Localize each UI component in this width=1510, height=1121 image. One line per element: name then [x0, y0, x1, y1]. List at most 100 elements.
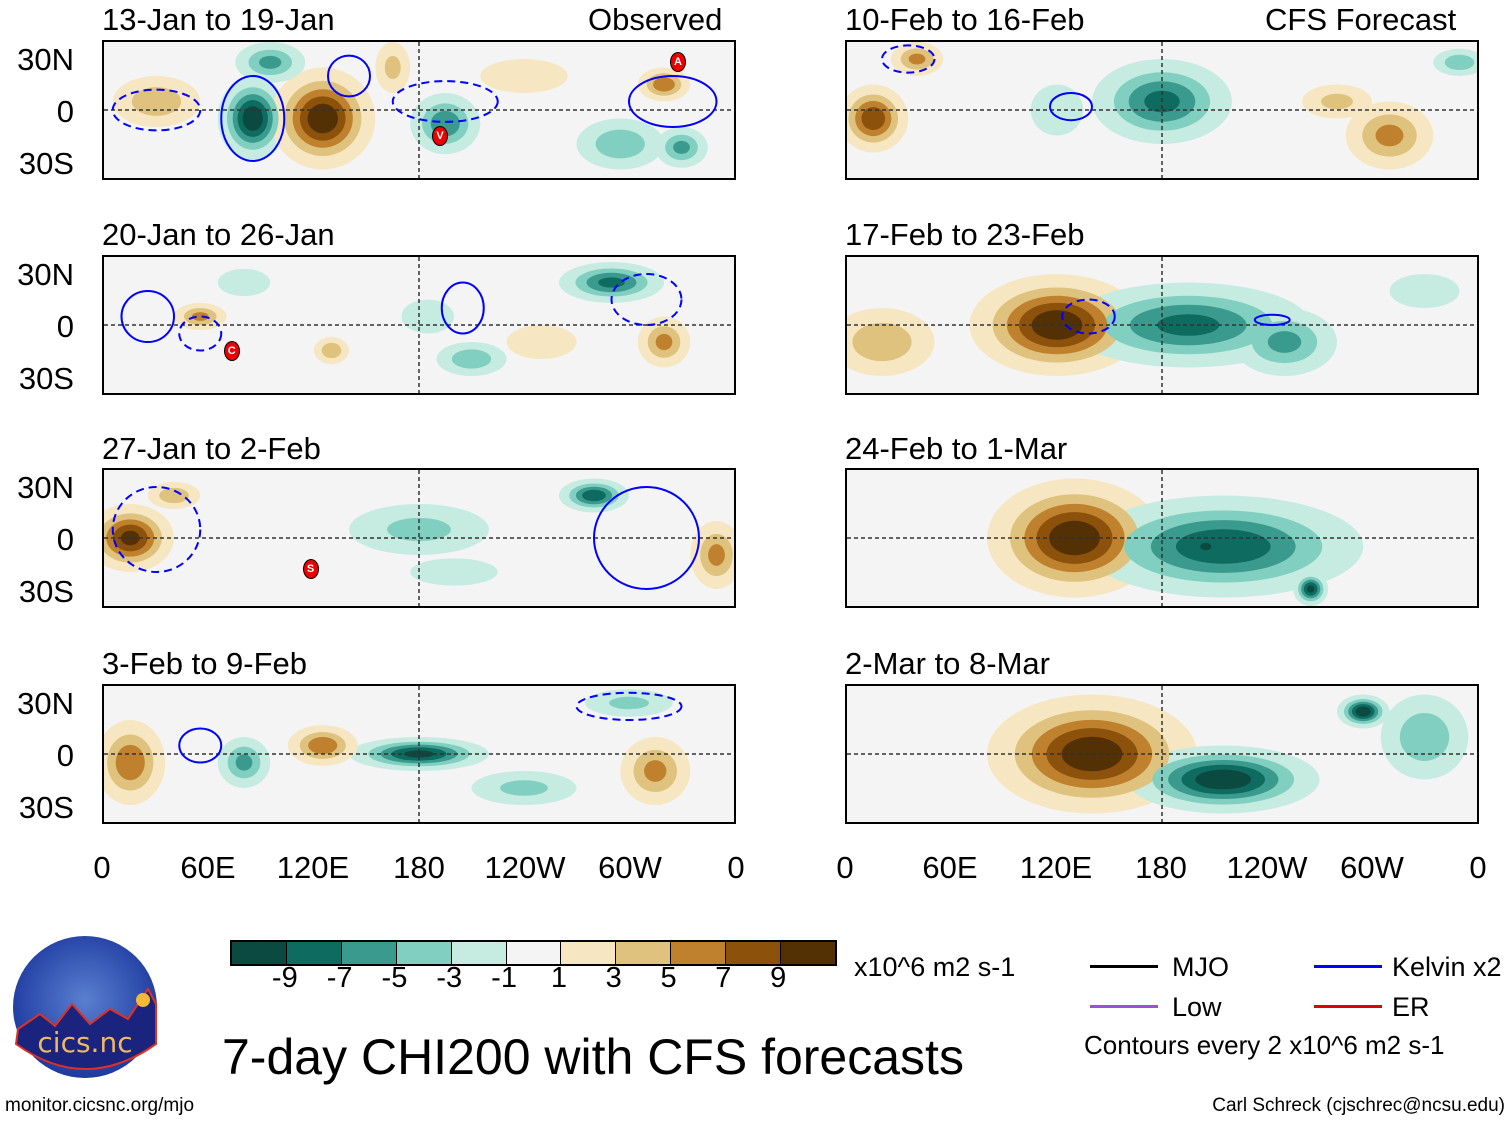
map-panel — [845, 40, 1479, 180]
anomaly-contour — [308, 737, 338, 754]
anomaly-contour — [1267, 331, 1302, 353]
anomaly-contour — [609, 696, 649, 710]
contour-note: Contours every 2 x10^6 m2 s-1 — [1084, 1030, 1445, 1060]
map-panel — [845, 468, 1479, 608]
credit: Carl Schreck (cjschrec@ncsu.edu) — [1212, 1095, 1505, 1116]
anomaly-contour — [1355, 706, 1371, 717]
kelvin-contour — [629, 76, 717, 127]
anomaly-contour — [259, 55, 282, 69]
colorbar-label: -5 — [381, 962, 408, 994]
anomaly-contour — [708, 544, 725, 566]
colorbar — [230, 940, 837, 966]
y-tick: 30N — [17, 470, 74, 505]
anomaly-contour — [235, 754, 253, 771]
x-tick: 0 — [836, 850, 854, 885]
anomaly-contour — [1444, 54, 1475, 71]
anomaly-contour — [1157, 314, 1220, 336]
kelvin-contour — [442, 283, 484, 334]
anomaly-contour — [1200, 542, 1212, 551]
colorbar-label: 1 — [550, 962, 567, 994]
map-panel — [845, 255, 1479, 395]
kelvin-contour — [1062, 300, 1115, 334]
anomaly-contour — [861, 107, 886, 130]
colorbar-label: -1 — [491, 962, 517, 994]
x-tick: 60W — [1340, 850, 1404, 885]
kelvin-contour — [612, 274, 682, 325]
map-panel: C — [102, 255, 736, 395]
map-panel: S — [102, 468, 736, 608]
kelvin-contour — [113, 487, 201, 572]
anomaly-contour — [1195, 769, 1252, 790]
anomaly-contour — [321, 342, 342, 359]
anomaly-contour — [598, 277, 625, 288]
x-tick: 120W — [1226, 850, 1308, 885]
storm-marker: V — [432, 125, 448, 146]
anomaly-contour — [582, 489, 606, 502]
colorbar-swatch — [726, 942, 782, 964]
anomaly-contour — [1175, 529, 1271, 564]
anomaly-contour — [852, 322, 912, 362]
colorbar-swatch — [506, 942, 562, 964]
panel-title: 13-Jan to 19-Jan — [102, 2, 335, 37]
colorbar-swatch — [232, 942, 287, 964]
low-line — [1090, 1005, 1158, 1008]
anomaly-contour — [451, 349, 492, 369]
colorbar-swatch — [396, 942, 452, 964]
y-tick: 30S — [18, 574, 74, 609]
anomaly-contour — [131, 87, 182, 116]
anomaly-contour — [401, 299, 454, 334]
panel-title: 2-Mar to 8-Mar — [845, 646, 1050, 681]
forecast-header: CFS Forecast — [1265, 2, 1457, 37]
x-tick: 120E — [1019, 850, 1093, 885]
anomaly-contour — [410, 558, 498, 586]
y-tick: 30S — [18, 790, 74, 825]
x-tick: 60E — [922, 850, 978, 885]
kelvin-contour — [221, 76, 284, 161]
anomaly-contour — [1321, 93, 1353, 110]
kelvin-contour — [594, 487, 699, 589]
panel-title: 3-Feb to 9-Feb — [102, 646, 308, 681]
legend-er: ER — [1392, 992, 1430, 1022]
source-url[interactable]: monitor.cicsnc.org/mjo — [5, 1095, 195, 1116]
anomaly-contour — [242, 106, 263, 131]
kelvin-contour — [882, 45, 935, 72]
anomaly-contour — [673, 140, 690, 154]
colorbar-label: 7 — [715, 962, 732, 994]
er-line — [1314, 1005, 1382, 1008]
x-tick: 0 — [727, 850, 745, 885]
x-tick: 180 — [393, 850, 445, 885]
anomaly-contour — [1389, 274, 1460, 308]
colorbar-swatch — [451, 942, 507, 964]
anomaly-contour — [908, 53, 926, 65]
anomaly-contour — [506, 325, 577, 359]
colorbar-swatch — [616, 942, 672, 964]
y-tick: 30N — [17, 42, 74, 77]
anomaly-contour — [500, 780, 548, 796]
kelvin-contour — [113, 90, 201, 131]
anomaly-contour — [653, 77, 675, 92]
x-tick: 180 — [1135, 850, 1187, 885]
anomaly-contour — [191, 312, 209, 321]
panel-title: 20-Jan to 26-Jan — [102, 217, 335, 252]
kelvin-contour — [393, 81, 498, 122]
panel-title: 17-Feb to 23-Feb — [845, 217, 1085, 252]
kelvin-contour — [577, 693, 682, 720]
kelvin-contour — [179, 729, 221, 763]
x-tick: 0 — [1469, 850, 1487, 885]
storm-marker: S — [302, 558, 319, 579]
x-tick: 120W — [484, 850, 566, 885]
x-tick: 120E — [276, 850, 350, 885]
y-tick: 0 — [56, 738, 74, 773]
storm-marker: C — [223, 340, 240, 361]
colorbar-swatch — [341, 942, 397, 964]
kelvin-line — [1314, 965, 1382, 968]
legend-mjo: MJO — [1172, 952, 1229, 982]
anomaly-contour — [217, 268, 271, 297]
colorbar-swatch — [671, 942, 727, 964]
colorbar-swatch — [781, 942, 835, 964]
x-tick: 60W — [598, 850, 662, 885]
colorbar-label: -9 — [271, 962, 298, 994]
colorbar-units: x10^6 m2 s-1 — [854, 952, 1016, 982]
anomaly-contour — [644, 760, 667, 782]
